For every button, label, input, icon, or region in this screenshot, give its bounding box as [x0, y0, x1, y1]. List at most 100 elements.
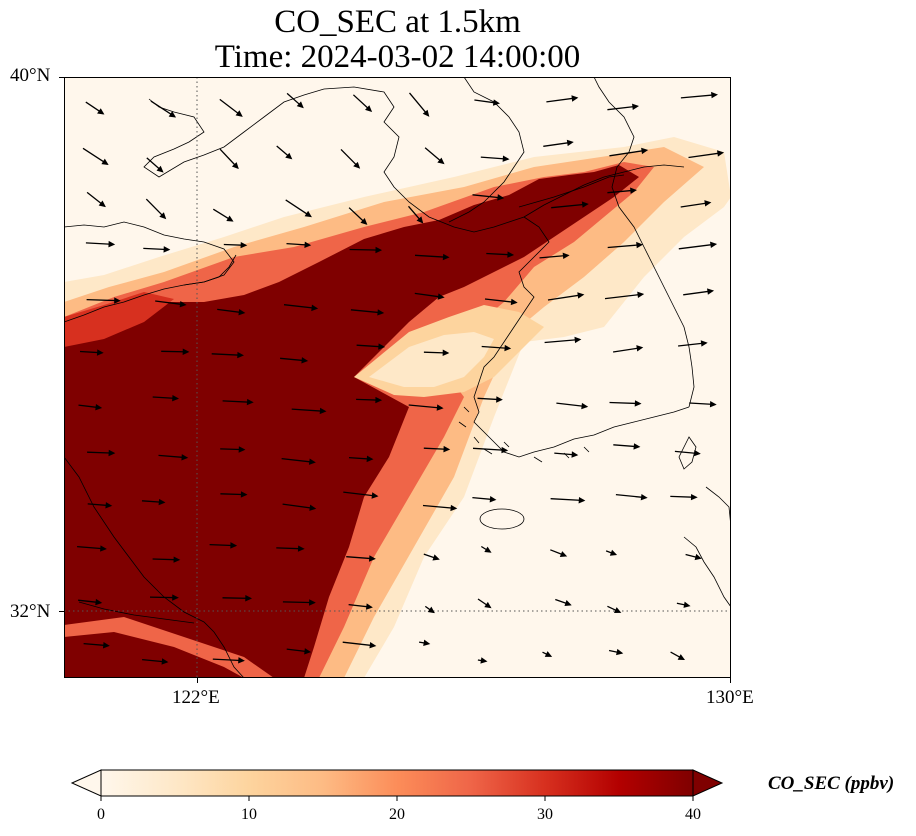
map-title-line2: Time: 2024-03-02 14:00:00	[214, 39, 581, 75]
wind-vector-arrowhead	[311, 304, 319, 312]
wind-vector-arrowhead	[436, 404, 444, 411]
wind-vector-shaft	[283, 304, 317, 310]
wind-vector-arrowhead	[416, 216, 424, 224]
wind-vector-arrowhead	[510, 298, 518, 306]
colorbar-tick-label-30: 30	[537, 806, 553, 823]
wind-vector-shaft	[414, 254, 449, 258]
wind-vector-arrowhead	[501, 446, 509, 454]
wind-vector-arrowhead	[640, 494, 648, 501]
coast-korea-east	[593, 77, 695, 408]
wind-vector-arrowhead	[226, 215, 234, 222]
coast-shandong-tip	[183, 254, 237, 286]
wind-vector-arrowhead	[360, 217, 368, 225]
wind-vector-arrowhead	[609, 549, 618, 556]
wind-vector-arrowhead	[694, 553, 702, 561]
wind-vector-arrowhead	[507, 251, 515, 258]
wind-vector-arrowhead	[304, 210, 312, 218]
wind-vector-arrowhead	[172, 395, 180, 402]
wind-vector-arrowhead	[353, 161, 361, 169]
wind-vector-shaft	[547, 294, 583, 301]
coast-liaodong	[143, 86, 525, 233]
wind-vector-arrowhead	[156, 165, 164, 173]
jeju-island	[479, 508, 525, 530]
plume-core	[64, 165, 639, 678]
colorbar	[70, 769, 724, 801]
wind-vector-arrowhead	[423, 639, 431, 647]
wind-vector-arrowhead	[437, 293, 445, 300]
gridlines	[64, 77, 731, 678]
wind-vectors	[77, 91, 725, 665]
wind-vector-arrowhead	[245, 595, 252, 602]
wind-vector-arrowhead	[181, 454, 189, 461]
wind-vector-arrowhead	[235, 110, 243, 117]
wind-vector-arrowhead	[95, 403, 103, 411]
map-panel	[64, 77, 731, 678]
colorbar-tick-label-0: 0	[97, 806, 105, 823]
wind-vector-arrowhead	[693, 449, 701, 457]
wind-vector-arrowhead	[285, 152, 293, 160]
wind-vector-arrowhead	[366, 455, 374, 463]
wind-vector-arrowhead	[632, 103, 639, 111]
wind-vector-shaft	[678, 243, 716, 250]
wind-vector-arrowhead	[319, 407, 327, 415]
wind-vector-arrowhead	[707, 288, 715, 295]
wind-vector-shaft	[604, 293, 643, 300]
wind-vector-shaft	[282, 503, 315, 510]
wind-vector-shaft	[472, 447, 507, 452]
wind-vector-arrowhead	[378, 343, 386, 350]
coast-dmz-river	[518, 174, 625, 208]
wind-vector-arrowhead	[492, 99, 500, 106]
wind-vector-arrowhead	[581, 402, 589, 410]
wind-vector-shaft	[551, 203, 588, 209]
wind-vector-arrowhead	[309, 504, 317, 511]
lon-tick-130E	[730, 678, 731, 683]
wind-vector-arrowhead	[496, 396, 503, 403]
wind-vector-arrowhead	[564, 599, 572, 607]
wind-vector-arrowhead	[683, 601, 691, 608]
map-title-line1: CO_SEC at 1.5km	[274, 4, 521, 40]
wind-vector-shaft	[609, 149, 647, 157]
lat-tick-32N	[59, 611, 64, 612]
wind-vector-arrowhead	[240, 491, 248, 498]
wind-vector-arrowhead	[489, 495, 497, 503]
wind-vector-arrowhead	[297, 545, 305, 552]
wind-vector-shaft	[342, 641, 375, 647]
wind-vector-shaft	[86, 298, 120, 302]
clean-air-pocket-core	[369, 332, 494, 387]
wind-vector-arrowhead	[484, 546, 492, 553]
colorbar-gradient	[100, 769, 694, 797]
wind-vector-arrowhead	[571, 95, 579, 102]
wind-vector-shaft	[607, 244, 642, 249]
coast-korea-west	[473, 216, 690, 458]
wind-vector-arrowhead	[296, 101, 304, 109]
lat-tick-40N	[59, 77, 64, 78]
wind-vector-arrowhead	[100, 545, 107, 552]
lon-tick-122E	[197, 678, 198, 683]
wind-vector-arrowhead	[173, 556, 181, 563]
colorbar-label: CO_SEC (ppbv)	[768, 773, 895, 794]
wind-vector-arrowhead	[172, 594, 179, 601]
wind-vector-arrowhead	[717, 150, 725, 157]
plume-core-south	[64, 632, 244, 678]
wind-vector-arrowhead	[168, 111, 177, 118]
wind-vector-shaft	[544, 338, 580, 344]
wind-vector-arrowhead	[504, 344, 512, 352]
wind-vector-arrowhead	[108, 449, 116, 457]
wind-vector-shaft	[343, 491, 378, 497]
wind-vector-arrowhead	[422, 109, 430, 117]
lon-label-122E: 122°E	[172, 687, 220, 708]
wind-vector-arrowhead	[237, 351, 244, 359]
wind-vector-arrowhead	[304, 241, 312, 249]
wind-vector-arrowhead	[641, 147, 649, 155]
wind-vector-arrowhead	[559, 551, 568, 558]
korea-islands	[458, 406, 590, 463]
wind-vector-arrowhead	[450, 504, 458, 512]
wind-vector-shaft	[408, 404, 443, 409]
wind-vector-arrowhead	[114, 297, 121, 304]
wind-vector-arrowhead	[633, 443, 641, 450]
wind-vector-arrowhead	[238, 446, 246, 453]
wind-vector-arrowhead	[636, 345, 644, 352]
wind-vector-arrowhead	[700, 340, 708, 347]
wind-vector-arrowhead	[677, 654, 686, 661]
plume-patch-west	[64, 292, 174, 347]
